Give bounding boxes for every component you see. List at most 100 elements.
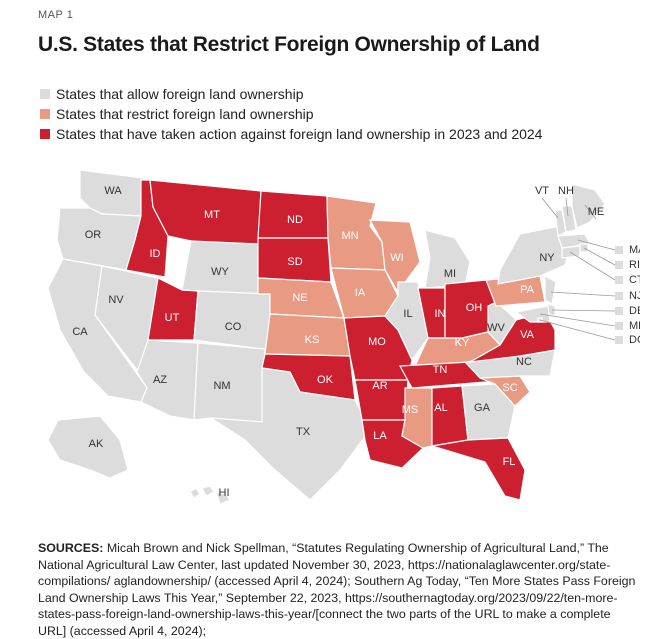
state-label-la: LA xyxy=(373,430,387,442)
leader-line-ma xyxy=(577,239,616,251)
state-label-ms: MS xyxy=(402,404,419,416)
state-label-nd: ND xyxy=(287,214,303,226)
leader-line-me xyxy=(584,204,597,220)
state-swatch-de xyxy=(615,307,623,315)
state-swatch-md xyxy=(615,322,623,330)
legend-item-allow: States that allow foreign land ownership xyxy=(40,84,542,104)
state-label-ma: MA xyxy=(629,244,640,256)
legend-swatch-restrict xyxy=(40,109,50,119)
state-label-nj: NJ xyxy=(629,290,640,302)
legend-item-restrict: States that restrict foreign land owners… xyxy=(40,104,542,124)
state-label-hi: HI xyxy=(219,487,230,499)
state-label-wy: WY xyxy=(211,266,229,278)
state-label-mo: MO xyxy=(368,336,386,348)
sources-note: SOURCES: Micah Brown and Nick Spellman, … xyxy=(38,540,638,639)
state-labels: WA OR CA NV ID MT WY UT CO AZ NM ND SD NE KS OK TX MN IA MO… xyxy=(72,185,640,499)
state-label-ia: IA xyxy=(355,287,366,299)
state-swatch-ct xyxy=(615,276,623,284)
state-label-ne: NE xyxy=(292,292,307,304)
state-label-sc: SC xyxy=(502,382,517,394)
state-label-md: MD xyxy=(629,320,640,332)
state-label-ca: CA xyxy=(72,326,88,338)
state-label-ga: GA xyxy=(474,402,491,414)
state-label-in: IN xyxy=(435,308,446,320)
state-label-ct: CT xyxy=(629,274,640,286)
state-me xyxy=(571,183,606,229)
state-az xyxy=(136,339,199,421)
state-label-sd: SD xyxy=(287,256,302,268)
states-layer xyxy=(47,170,606,505)
map-title: U.S. States that Restrict Foreign Owners… xyxy=(38,33,540,56)
state-swatch-ma xyxy=(615,246,623,254)
state-nj xyxy=(544,274,557,305)
state-label-ak: AK xyxy=(89,438,104,450)
state-label-fl: FL xyxy=(503,456,516,468)
state-label-mt: MT xyxy=(204,209,220,221)
state-label-il: IL xyxy=(403,308,412,320)
leader-line-md xyxy=(539,313,616,327)
state-label-me: ME xyxy=(588,206,605,218)
state-hi xyxy=(189,487,201,499)
state-label-ar: AR xyxy=(372,380,387,392)
state-label-ks: KS xyxy=(305,334,320,346)
leader-line-dc xyxy=(539,319,616,341)
state-label-dc: DC xyxy=(629,334,640,346)
state-hi-island xyxy=(215,491,231,505)
state-label-az: AZ xyxy=(153,374,167,386)
state-label-nm: NM xyxy=(213,380,230,392)
legend-label: States that restrict foreign land owners… xyxy=(56,106,314,122)
leader-line-ri xyxy=(583,247,616,266)
state-label-id: ID xyxy=(150,248,161,260)
state-swatch-dc xyxy=(615,336,623,344)
legend-label: States that allow foreign land ownership xyxy=(56,86,304,102)
state-label-ut: UT xyxy=(165,312,180,324)
state-label-wi: WI xyxy=(390,252,403,264)
state-va xyxy=(469,311,556,363)
us-states-map: WA OR CA NV ID MT WY UT CO AZ NM ND SD NE KS OK TX MN IA MO… xyxy=(47,170,640,505)
state-label-va: VA xyxy=(520,329,535,341)
leader-lines xyxy=(539,197,623,344)
leader-line-ct xyxy=(569,251,616,281)
legend-item-action: States that have taken action against fo… xyxy=(40,124,542,144)
leader-line-nh xyxy=(565,197,569,217)
state-label-mn: MN xyxy=(341,230,358,242)
state-fl xyxy=(431,437,526,501)
legend: States that allow foreign land ownership… xyxy=(40,84,542,144)
state-label-or: OR xyxy=(85,229,102,241)
state-label-ok: OK xyxy=(317,374,334,386)
state-label-wv: WV xyxy=(487,322,505,334)
state-tx xyxy=(210,367,371,501)
state-label-tx: TX xyxy=(296,426,311,438)
state-ga xyxy=(461,383,516,441)
state-swatch-ri xyxy=(615,261,623,269)
map-kicker: MAP 1 xyxy=(38,9,74,21)
state-label-mi: MI xyxy=(444,268,456,280)
state-ak xyxy=(47,415,129,479)
state-label-de: DE xyxy=(629,305,640,317)
state-label-ny: NY xyxy=(539,252,555,264)
state-label-ky: KY xyxy=(455,337,470,349)
state-label-nc: NC xyxy=(516,356,532,368)
leader-line-nj xyxy=(550,291,616,297)
state-label-nh: NH xyxy=(558,185,574,197)
state-hi-island xyxy=(201,485,215,497)
legend-swatch-action xyxy=(40,129,50,139)
sources-text: Micah Brown and Nick Spellman, “Statutes… xyxy=(38,541,636,638)
state-label-wa: WA xyxy=(104,185,122,197)
state-label-oh: OH xyxy=(466,302,483,314)
sources-label: SOURCES: xyxy=(38,541,104,555)
leader-line-vt xyxy=(541,197,559,219)
leader-line-de xyxy=(551,309,616,312)
state-label-tn: TN xyxy=(433,364,448,376)
state-label-co: CO xyxy=(225,321,242,333)
state-label-pa: PA xyxy=(520,284,535,296)
state-nh xyxy=(561,205,577,233)
state-label-ri: RI xyxy=(629,259,640,271)
state-ms xyxy=(401,387,433,449)
state-label-al: AL xyxy=(434,402,447,414)
state-swatch-nj xyxy=(615,292,623,300)
state-label-vt: VT xyxy=(535,185,549,197)
state-label-nv: NV xyxy=(108,294,124,306)
legend-label: States that have taken action against fo… xyxy=(56,126,543,142)
legend-swatch-allow xyxy=(40,89,50,99)
